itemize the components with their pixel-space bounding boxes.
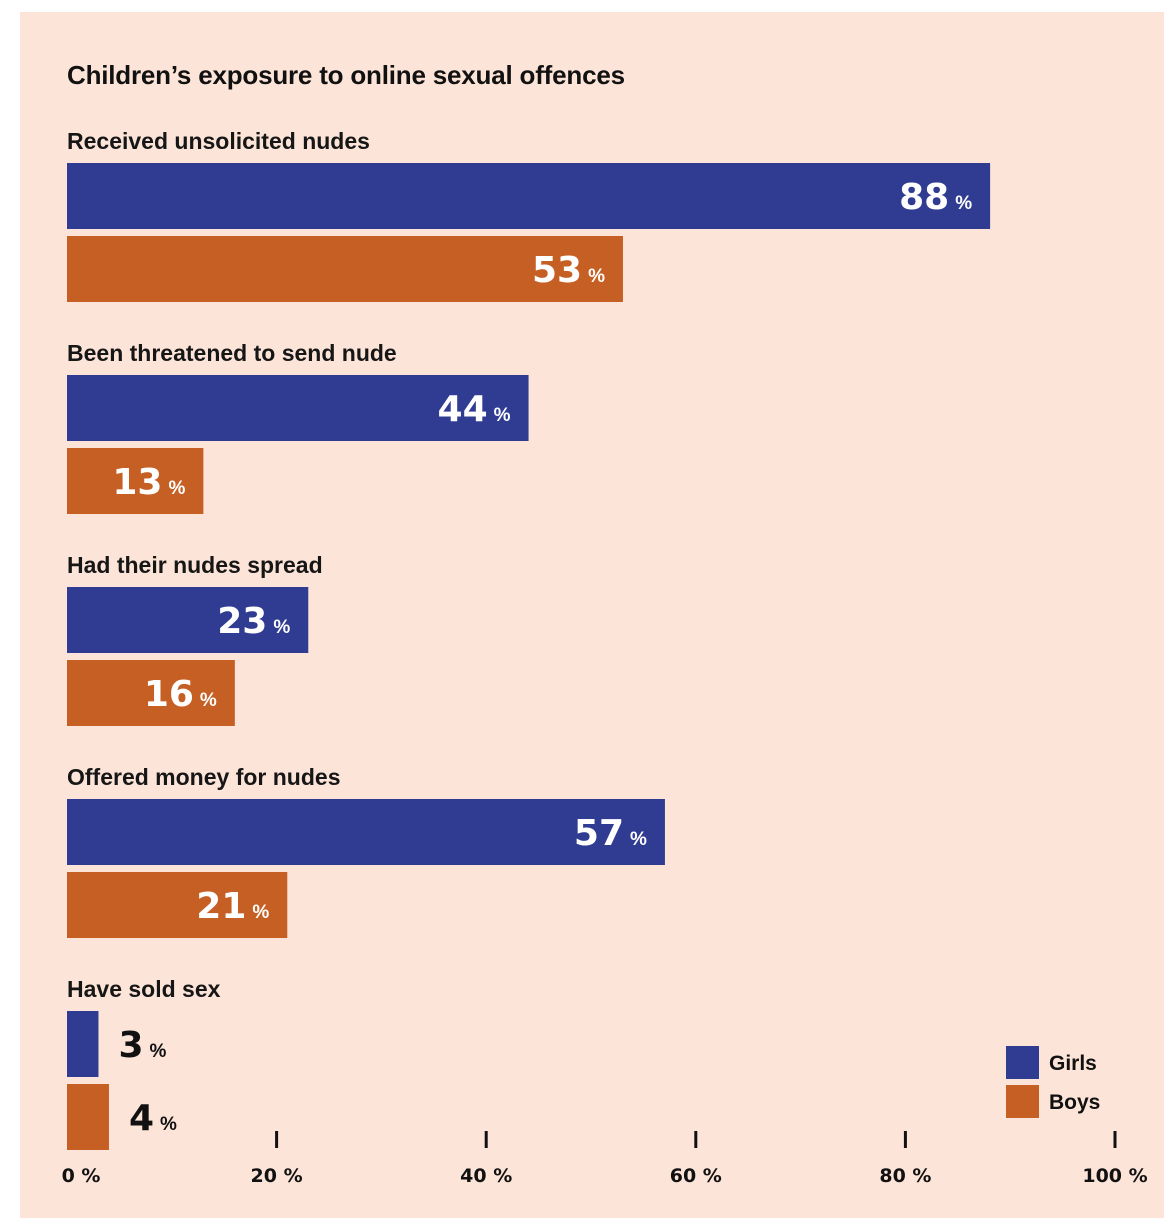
x-tick-label: 60 % xyxy=(670,1165,722,1187)
x-tick-label: 100 % xyxy=(1082,1165,1147,1187)
category-label: Offered money for nudes xyxy=(67,764,340,790)
legend-label: Girls xyxy=(1049,1052,1097,1075)
x-tick-label: 80 % xyxy=(879,1165,931,1187)
legend-swatch-boys xyxy=(1006,1085,1039,1118)
legend-swatch-girls xyxy=(1006,1046,1039,1079)
data-label: 53% xyxy=(532,250,605,291)
x-tick-label: 20 % xyxy=(251,1165,303,1187)
data-label: 4% xyxy=(129,1098,177,1139)
chart-title: Children’s exposure to online sexual off… xyxy=(67,60,625,90)
bar-girls xyxy=(67,1011,99,1077)
category-label: Been threatened to send nude xyxy=(67,340,397,366)
data-label: 57% xyxy=(574,813,647,854)
bar-boys xyxy=(67,1084,109,1150)
bar-girls xyxy=(67,799,665,865)
legend-label: Boys xyxy=(1049,1091,1100,1114)
bar-girls xyxy=(67,375,529,441)
category-label: Had their nudes spread xyxy=(67,552,323,578)
bar-boys xyxy=(67,236,623,302)
bar-boys xyxy=(67,660,235,726)
data-label: 88% xyxy=(899,177,972,218)
data-label: 21% xyxy=(196,886,269,927)
data-label: 13% xyxy=(112,462,185,503)
data-label: 3% xyxy=(118,1025,166,1066)
x-tick-label: 40 % xyxy=(460,1165,512,1187)
category-label: Have sold sex xyxy=(67,976,221,1002)
data-label: 23% xyxy=(217,601,290,642)
data-label: 44% xyxy=(438,389,511,430)
bar-boys xyxy=(67,448,204,514)
bar-girls xyxy=(67,163,991,229)
x-tick-label: 0 % xyxy=(62,1165,101,1187)
bar-boys xyxy=(67,872,288,938)
data-label: 16% xyxy=(144,674,217,715)
bar-girls xyxy=(67,587,309,653)
category-label: Received unsolicited nudes xyxy=(67,128,370,154)
